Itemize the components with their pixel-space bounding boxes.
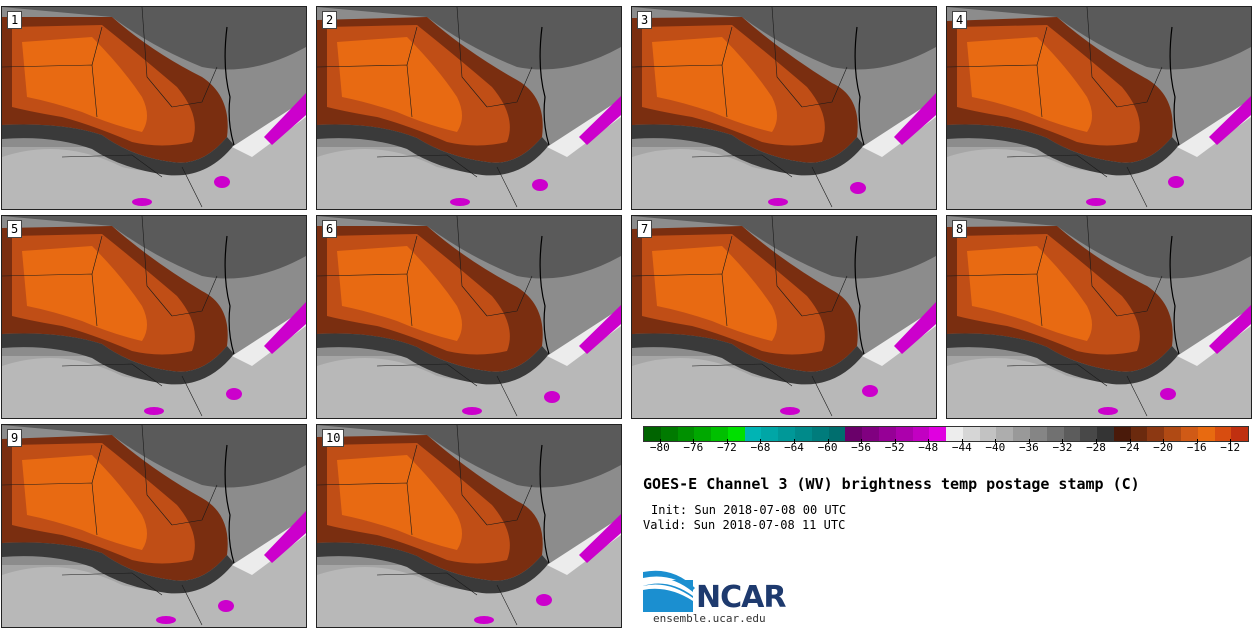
colorbar-swatch [962,427,980,441]
panel-number-label: 8 [952,220,968,238]
colorbar-swatch [1097,427,1114,441]
colorbar-swatch [677,427,695,441]
colorbar-swatch [845,427,863,441]
colorbar-tick-label: −48 [908,439,948,454]
water-vapor-map [2,216,306,418]
colorbar-swatch [811,427,829,441]
colorbar-swatch [761,427,779,441]
valid-time: Valid: Sun 2018-07-08 11 UTC [643,518,846,532]
colorbar [643,426,1249,442]
postage-stamp-panel: 9 [1,424,307,628]
water-vapor-map [2,425,306,627]
colorbar-swatch [1164,427,1181,441]
postage-stamp-panel: 10 [316,424,622,628]
figure-title: GOES-E Channel 3 (WV) brightness temp po… [643,475,1140,493]
panel-number-label: 3 [637,11,653,29]
colorbar-tick-label: −68 [740,439,780,454]
water-vapor-map [2,7,306,209]
website-label: ensemble.ucar.edu [653,612,766,625]
colorbar-swatch [1181,427,1198,441]
colorbar-swatch [1080,427,1098,441]
colorbar-tick-label: −40 [975,439,1015,454]
colorbar-swatch [1113,427,1131,441]
colorbar-tick-label: −12 [1210,439,1250,454]
water-vapor-map [632,7,936,209]
colorbar-swatch [828,427,846,441]
colorbar-tick-label: −32 [1042,439,1082,454]
colorbar-tick-label: −76 [673,439,713,454]
water-vapor-map [632,216,936,418]
panel-number-label: 1 [7,11,23,29]
colorbar-swatch [660,427,678,441]
colorbar-tick-label: −20 [1143,439,1183,454]
colorbar-swatch [727,427,745,441]
colorbar-swatch [795,427,812,441]
postage-stamp-panel: 1 [1,6,307,210]
colorbar-swatch [694,427,712,441]
colorbar-swatch [912,427,930,441]
colorbar-swatch [929,427,947,441]
panel-number-label: 5 [7,220,23,238]
logo-text: NCAR [696,580,786,615]
colorbar-swatch [1214,427,1232,441]
postage-stamp-panel: 8 [946,215,1252,419]
colorbar-tick-label: −24 [1110,439,1150,454]
colorbar-swatch [878,427,896,441]
init-time: Init: Sun 2018-07-08 00 UTC [651,503,847,517]
colorbar-tick-label: −64 [774,439,814,454]
colorbar-swatch [996,427,1014,441]
water-vapor-map [317,425,621,627]
panel-number-label: 9 [7,429,23,447]
colorbar-swatch [1130,427,1148,441]
colorbar-swatch [1046,427,1064,441]
colorbar-swatch [946,427,963,441]
panel-number-label: 6 [322,220,338,238]
colorbar-swatch [1147,427,1165,441]
colorbar-swatch [1197,427,1215,441]
colorbar-swatch [1013,427,1030,441]
colorbar-swatch [644,427,661,441]
colorbar-swatch [1231,427,1249,441]
colorbar-tick-label: −60 [808,439,848,454]
postage-stamp-panel: 4 [946,6,1252,210]
panel-number-label: 4 [952,11,968,29]
colorbar-tick-label: −80 [640,439,680,454]
postage-stamp-panel: 3 [631,6,937,210]
colorbar-swatch [862,427,879,441]
water-vapor-map [317,7,621,209]
colorbar-swatch [778,427,796,441]
water-vapor-map [947,7,1251,209]
colorbar-tick-label: −36 [1009,439,1049,454]
postage-stamp-panel: 7 [631,215,937,419]
colorbar-swatch [711,427,728,441]
postage-stamp-panel: 2 [316,6,622,210]
colorbar-ticks: −80 −76 −72 −68 −64 −60 −56 −52 −48 −44 −40 −36 −32−… [640,439,1250,461]
colorbar-swatch [1063,427,1081,441]
colorbar-tick-label: −28 [1076,439,1116,454]
postage-stamp-panel: 6 [316,215,622,419]
colorbar-swatch [895,427,913,441]
colorbar-tick-label: −16 [1177,439,1217,454]
colorbar-swatch [1029,427,1047,441]
colorbar-tick-label: −72 [707,439,747,454]
colorbar-tick-label: −44 [942,439,982,454]
colorbar-swatch [744,427,762,441]
panel-number-label: 10 [322,429,345,447]
panel-number-label: 7 [637,220,653,238]
water-vapor-map [317,216,621,418]
colorbar-swatch [979,427,997,441]
postage-stamp-panel: 5 [1,215,307,419]
colorbar-tick-label: −52 [875,439,915,454]
ncar-logo-icon [643,570,695,612]
colorbar-tick-label: −56 [841,439,881,454]
panel-number-label: 2 [322,11,338,29]
water-vapor-map [947,216,1251,418]
